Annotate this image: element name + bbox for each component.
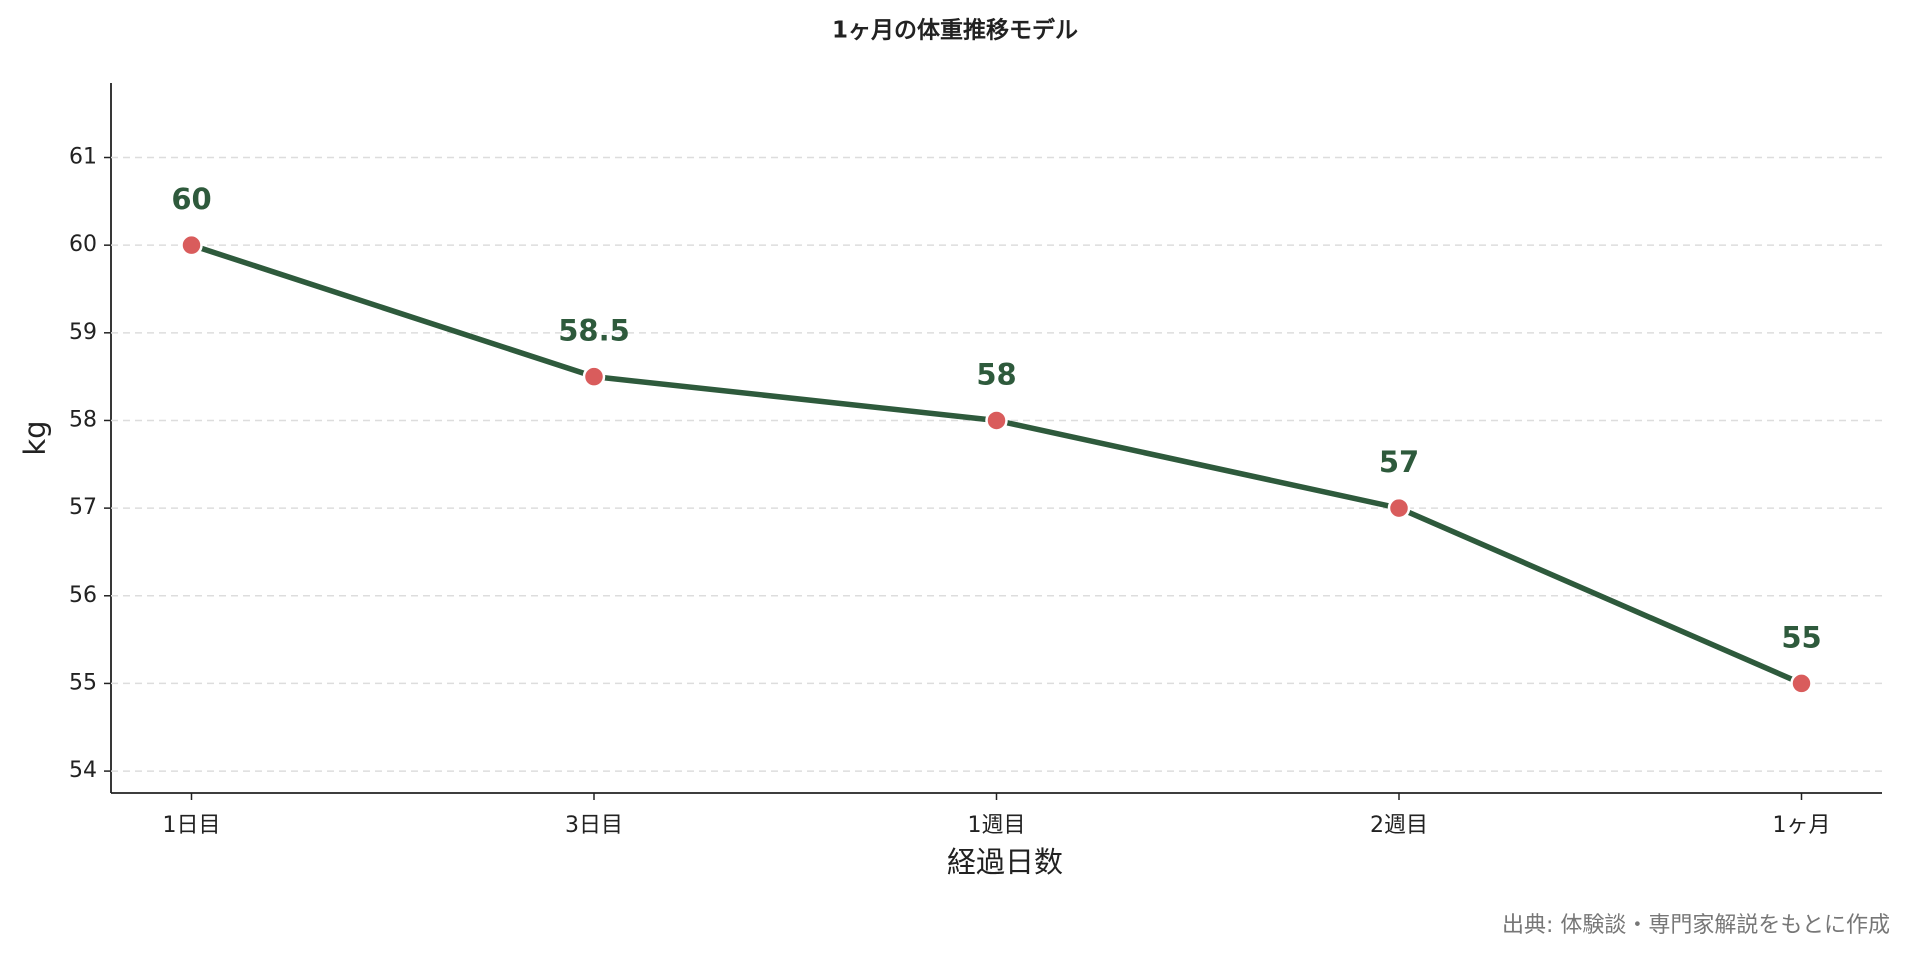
data-point bbox=[1387, 496, 1411, 520]
chart-title: 1ヶ月の体重推移モデル bbox=[832, 17, 1078, 44]
y-tick-label: 57 bbox=[69, 495, 97, 520]
source-note: 出典: 体験談・専門家解説をもとに作成 bbox=[1502, 913, 1890, 938]
y-tick-label: 56 bbox=[69, 583, 97, 608]
data-label: 58.5 bbox=[558, 314, 630, 348]
y-tick-label: 54 bbox=[69, 758, 97, 783]
x-tick-label: 3日目 bbox=[565, 813, 623, 838]
x-tick-label: 2週目 bbox=[1370, 813, 1428, 838]
data-point bbox=[582, 365, 606, 388]
y-tick-label: 61 bbox=[69, 145, 97, 170]
data-point bbox=[180, 233, 203, 257]
y-tick-label: 60 bbox=[69, 232, 97, 257]
x-axis-label: 経過日数 bbox=[947, 845, 1063, 879]
data-point bbox=[1790, 672, 1813, 695]
data-point bbox=[985, 409, 1008, 432]
line-series bbox=[190, 242, 1803, 686]
data-label: 58 bbox=[976, 357, 1016, 391]
data-label: 57 bbox=[1379, 445, 1419, 479]
x-tick-label: 1週目 bbox=[968, 813, 1026, 838]
x-tick-label: 1日目 bbox=[163, 813, 221, 838]
x-tick-label: 1ヶ月 bbox=[1773, 813, 1831, 838]
y-tick-label: 58 bbox=[69, 407, 97, 432]
data-label: 55 bbox=[1781, 620, 1821, 654]
y-tick-label: 55 bbox=[69, 670, 97, 695]
y-axis-label: kg bbox=[18, 420, 52, 455]
y-tick-label: 59 bbox=[69, 320, 97, 345]
data-label: 60 bbox=[171, 182, 211, 216]
